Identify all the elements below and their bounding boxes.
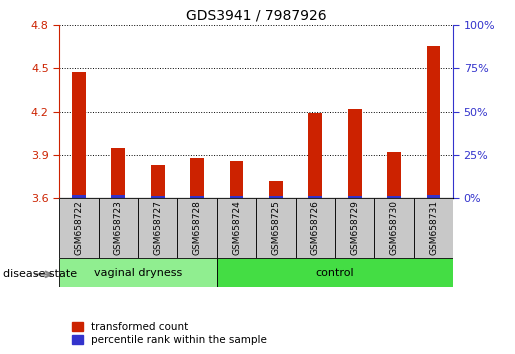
Bar <box>99 198 138 258</box>
Bar <box>426 46 440 198</box>
Bar <box>387 152 401 198</box>
Bar <box>138 198 177 258</box>
Bar <box>256 198 296 258</box>
Bar <box>296 198 335 258</box>
Bar <box>348 109 362 198</box>
Text: GSM658729: GSM658729 <box>350 200 359 255</box>
Bar <box>230 196 244 198</box>
Bar <box>72 73 86 198</box>
Bar <box>111 195 125 198</box>
Bar <box>151 165 165 198</box>
Text: control: control <box>316 268 354 278</box>
Bar <box>151 196 165 198</box>
Text: disease state: disease state <box>3 269 77 279</box>
Text: GSM658728: GSM658728 <box>193 200 201 255</box>
Text: GSM658722: GSM658722 <box>75 200 83 255</box>
Text: GSM658724: GSM658724 <box>232 200 241 255</box>
Title: GDS3941 / 7987926: GDS3941 / 7987926 <box>186 8 327 22</box>
Bar <box>308 196 322 198</box>
Bar <box>308 113 322 198</box>
Bar <box>190 158 204 198</box>
Bar <box>348 196 362 198</box>
Text: vaginal dryness: vaginal dryness <box>94 268 182 278</box>
Text: GSM658730: GSM658730 <box>390 200 399 255</box>
Legend: transformed count, percentile rank within the sample: transformed count, percentile rank withi… <box>72 322 267 345</box>
Bar <box>335 198 374 258</box>
Bar <box>111 148 125 198</box>
Text: GSM658726: GSM658726 <box>311 200 320 255</box>
Bar <box>269 196 283 198</box>
Bar <box>269 181 283 198</box>
Bar <box>59 258 217 287</box>
Bar <box>72 195 86 198</box>
Bar <box>374 198 414 258</box>
Bar <box>217 258 453 287</box>
Text: GSM658725: GSM658725 <box>271 200 280 255</box>
Text: GSM658731: GSM658731 <box>429 200 438 255</box>
Bar <box>59 198 99 258</box>
Bar <box>387 196 401 198</box>
Bar <box>217 198 256 258</box>
Bar <box>177 198 217 258</box>
Text: GSM658723: GSM658723 <box>114 200 123 255</box>
Bar <box>414 198 453 258</box>
Bar <box>230 161 244 198</box>
Text: GSM658727: GSM658727 <box>153 200 162 255</box>
Bar <box>190 196 204 198</box>
Bar <box>426 195 440 198</box>
